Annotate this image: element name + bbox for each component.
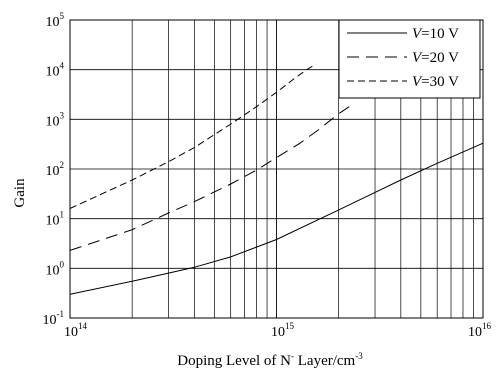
legend-label: V=10 V <box>412 26 459 42</box>
x-axis-title-sup2: -3 <box>355 351 363 361</box>
x-axis-title-main: Doping Level of N <box>177 353 291 369</box>
legend-label: V=20 V <box>412 50 459 66</box>
x-tick-label: 1016 <box>468 321 492 340</box>
series-lines <box>69 63 484 295</box>
y-tick-label: 105 <box>46 11 65 30</box>
y-tick-label: 10-1 <box>43 309 65 328</box>
x-axis-title: Doping Level of N- Layer/cm-3 <box>177 351 363 369</box>
legend: V=10 V V=20 V V=30 V <box>338 19 481 99</box>
y-tick-label: 104 <box>46 61 65 80</box>
y-tick-label: 101 <box>46 210 65 229</box>
series-line <box>69 106 350 251</box>
x-axis-title-mid: Layer/cm <box>294 353 356 369</box>
x-tick-label: 1014 <box>64 321 88 340</box>
x-tick-labels: 1014 1015 1016 <box>64 321 492 340</box>
plot-frame <box>69 19 484 319</box>
y-axis-title: Gain <box>12 178 28 208</box>
y-tick-labels: 10-1 100 101 102 103 104 105 <box>43 11 65 328</box>
legend-label: V=30 V <box>412 74 459 90</box>
y-tick-label: 100 <box>46 259 65 278</box>
series-line <box>69 63 317 209</box>
x-tick-label: 1015 <box>271 321 295 340</box>
x-axis-title-sup1: - <box>291 351 294 361</box>
y-tick-label: 102 <box>46 160 65 179</box>
y-tick-label: 103 <box>46 110 65 129</box>
series-line <box>69 142 484 295</box>
